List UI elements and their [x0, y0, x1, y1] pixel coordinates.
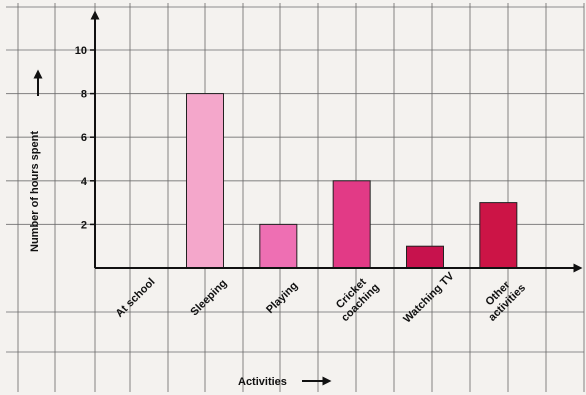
bar: [479, 202, 518, 269]
axes: [90, 10, 583, 273]
x-tick-label-line: Playing: [264, 280, 300, 316]
y-tick-label: 2: [81, 219, 87, 231]
y-tick-label: 4: [81, 176, 88, 188]
bar: [406, 245, 444, 269]
grid: [6, 3, 585, 392]
x-tick-label-line: At school: [114, 276, 158, 320]
x-tick-label: Otheractivities: [477, 273, 528, 324]
y-tick-label: 8: [81, 89, 87, 101]
x-axis-title: Activities: [238, 376, 287, 388]
bars: [186, 93, 518, 269]
x-tick-label: At school: [114, 276, 158, 320]
x-tick-label: Playing: [264, 280, 300, 316]
bar: [259, 223, 298, 269]
bar: [332, 180, 371, 269]
x-tick-label-line: Watching TV: [401, 270, 457, 326]
x-tick-label: Watching TV: [401, 270, 457, 326]
y-tick-label: 6: [81, 132, 87, 144]
y-tick-label: 10: [75, 45, 87, 57]
bar: [186, 93, 224, 269]
y-axis-title: Number of hours spent: [29, 131, 41, 252]
